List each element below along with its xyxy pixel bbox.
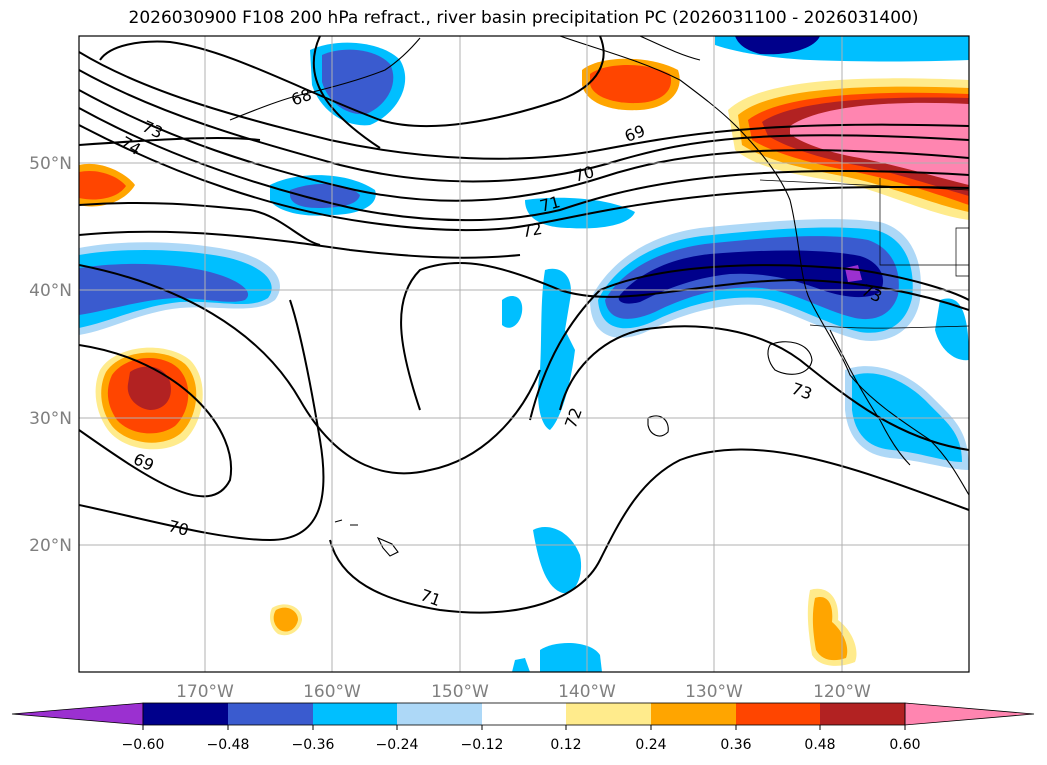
colorbar-tick: 0.48: [804, 737, 835, 753]
colorbar-bin: [143, 703, 228, 725]
colorbar-bin: [397, 703, 482, 725]
colorbar-bin: [313, 703, 397, 725]
lat-label: 40°N: [29, 281, 72, 301]
borders: [759, 178, 969, 329]
colorbar-tick: −0.48: [207, 737, 250, 753]
lon-label: 140°W: [558, 682, 616, 702]
colorbar-bin: [228, 703, 313, 725]
contour-label: 71: [538, 192, 563, 216]
colorbar-extend-min: [11, 702, 144, 726]
plot-border: [78, 35, 970, 673]
colorbar-tick: −0.24: [376, 737, 419, 753]
lat-label: 50°N: [29, 154, 72, 174]
graticule: [79, 36, 969, 672]
latitude-labels: 50°N 40°N 30°N 20°N: [29, 154, 72, 556]
colorbar-extend-max: [904, 702, 1035, 726]
colorbar-bin: [482, 703, 566, 725]
lat-label: 30°N: [29, 409, 72, 429]
lon-label: 170°W: [176, 682, 234, 702]
precip-shading: [79, 36, 969, 672]
lon-label: 160°W: [303, 682, 361, 702]
colorbar-tick: −0.60: [122, 737, 165, 753]
lat-label: 20°N: [29, 536, 72, 556]
colorbar-tick: −0.36: [292, 737, 335, 753]
contour-label: 70: [166, 516, 191, 540]
colorbar-bin: [566, 703, 651, 725]
contour-label: 70: [572, 162, 597, 186]
colorbar-tick: 0.24: [635, 737, 666, 753]
colorbar-tick: 0.60: [889, 737, 920, 753]
colorbar-bin: [736, 703, 820, 725]
lon-label: 130°W: [685, 682, 743, 702]
colorbar-bin: [651, 703, 736, 725]
lon-label: 120°W: [813, 682, 871, 702]
contour-label: 72: [520, 219, 543, 241]
longitude-labels: 170°W 160°W 150°W 140°W 130°W 120°W: [176, 682, 871, 702]
colorbar-bin: [820, 703, 905, 725]
map-title: 2026030900 F108 200 hPa refract., river …: [128, 8, 919, 28]
lon-label: 150°W: [431, 682, 489, 702]
colorbar-tick: 0.12: [550, 737, 581, 753]
refractivity-contours: [79, 36, 969, 614]
colorbar-tick: −0.12: [461, 737, 504, 753]
colorbar: −0.60 −0.48 −0.36 −0.24 −0.12 0.12 0.24 …: [11, 702, 1035, 753]
colorbar-tick: 0.36: [720, 737, 751, 753]
